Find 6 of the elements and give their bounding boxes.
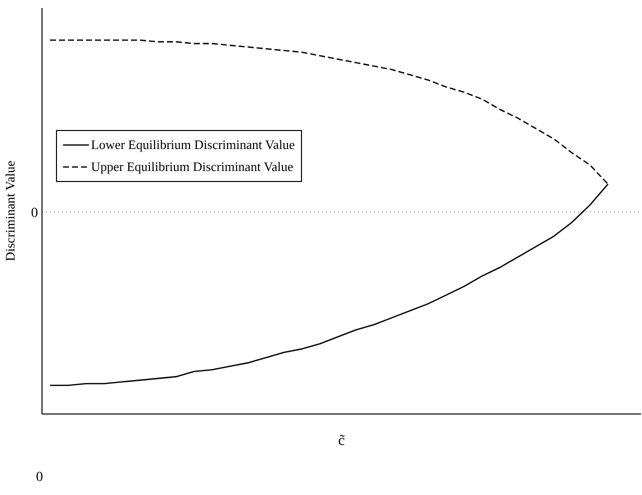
text: 0 [36, 470, 43, 486]
x-axis-title: c̃ [338, 433, 346, 449]
legend-label: Upper Equilibrium Discriminant Value [91, 159, 294, 175]
y-axis-title: Discriminant Value [2, 160, 18, 262]
legend-label: Lower Equilibrium Discriminant Value [91, 137, 295, 153]
ref-line-label: 0 [31, 206, 38, 221]
